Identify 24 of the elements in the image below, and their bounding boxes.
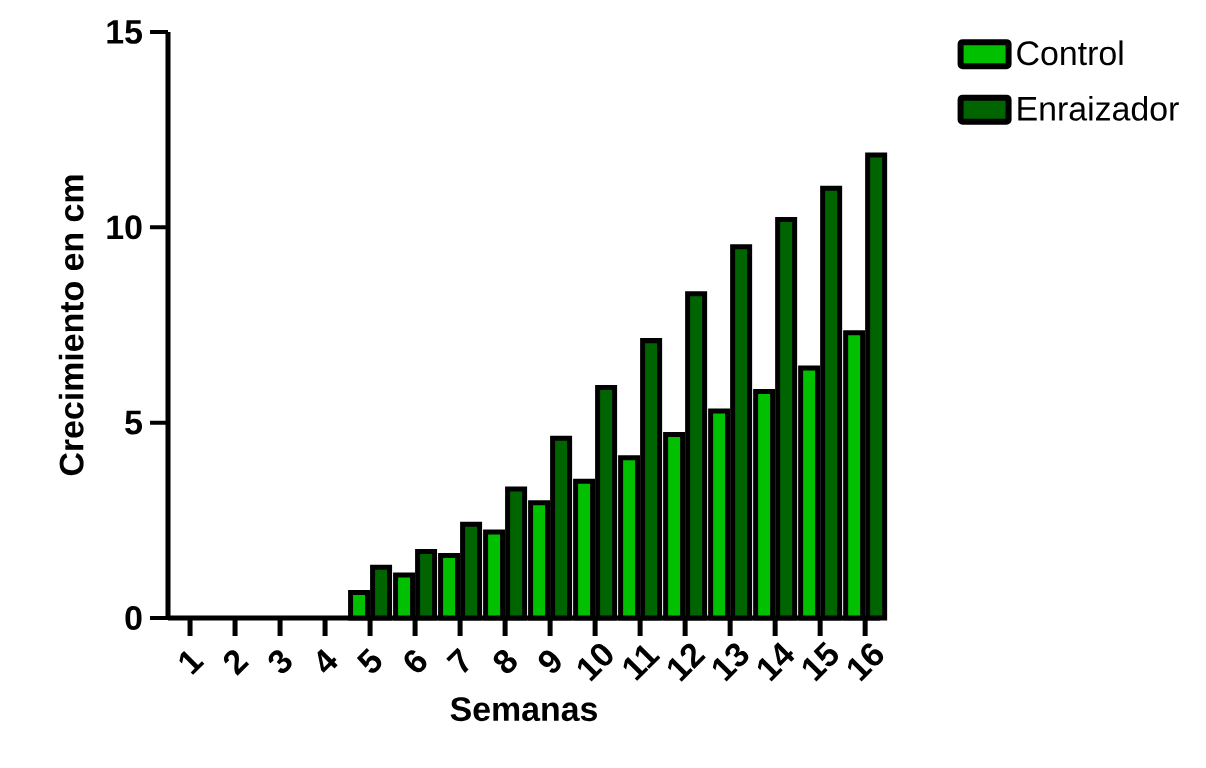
x-tick-label: 13 bbox=[712, 643, 749, 682]
x-tick-label: 11 bbox=[623, 645, 661, 681]
x-tick-label: 10 bbox=[577, 643, 613, 682]
x-tick-label: 2 bbox=[223, 650, 250, 676]
x-tick-label: 4 bbox=[317, 648, 338, 673]
legend-label: Enraizador bbox=[1018, 95, 1179, 121]
x-tick-label: 6 bbox=[404, 650, 427, 673]
y-tick-label: 10 bbox=[107, 215, 142, 240]
x-tick-label: 7 bbox=[446, 647, 469, 673]
x-axis-title: Semanas bbox=[450, 697, 597, 722]
x-tick-label: 8 bbox=[493, 650, 517, 674]
x-tick-label: 15 bbox=[802, 641, 838, 682]
y-tick-label: 0 bbox=[125, 606, 142, 631]
x-tick-label: 12 bbox=[667, 643, 706, 682]
x-tick-label: 14 bbox=[757, 642, 795, 682]
y-tick-label: 5 bbox=[125, 410, 143, 435]
y-axis-title: Crecimiento en cm bbox=[58, 175, 84, 476]
legend-label: Control bbox=[1017, 40, 1123, 66]
y-tick-label: 15 bbox=[107, 20, 143, 44]
x-tick-label: 3 bbox=[268, 650, 292, 674]
x-tick-label: 16 bbox=[847, 643, 884, 682]
x-tick-label: 1 bbox=[179, 651, 205, 675]
x-tick-label: 9 bbox=[538, 650, 561, 673]
x-tick-label: 5 bbox=[356, 648, 382, 673]
